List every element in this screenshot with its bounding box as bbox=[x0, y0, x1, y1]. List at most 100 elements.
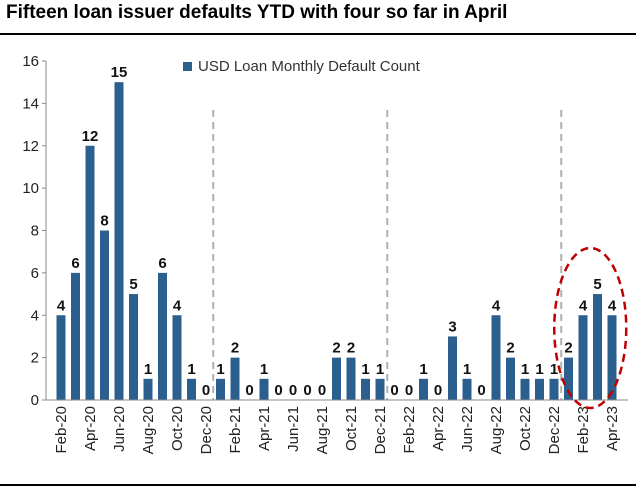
x-tick-label: Feb-21 bbox=[227, 406, 244, 454]
x-tick-label: Jun-21 bbox=[285, 406, 302, 452]
bar bbox=[549, 378, 559, 400]
data-label: 5 bbox=[129, 276, 137, 293]
data-label: 1 bbox=[376, 361, 384, 378]
bar bbox=[375, 378, 385, 400]
x-tick-label: Dec-21 bbox=[372, 406, 389, 454]
data-label: 4 bbox=[173, 297, 182, 314]
y-tick-label: 2 bbox=[31, 350, 39, 367]
x-tick-label: Apr-23 bbox=[604, 406, 621, 451]
bar bbox=[56, 315, 66, 400]
bar bbox=[172, 315, 182, 400]
bar bbox=[230, 357, 240, 400]
y-tick-label: 0 bbox=[31, 392, 39, 409]
bar bbox=[158, 272, 167, 400]
bar bbox=[85, 145, 95, 400]
data-label: 2 bbox=[231, 340, 239, 357]
bar bbox=[114, 82, 124, 400]
highlight-ellipse bbox=[553, 246, 628, 410]
bar bbox=[259, 378, 269, 400]
legend-swatch bbox=[183, 62, 192, 71]
y-axis: 0 2 4 6 8 10 12 14 16 bbox=[22, 53, 47, 409]
data-label: 3 bbox=[448, 318, 456, 335]
data-label: 4 bbox=[57, 297, 66, 314]
bar bbox=[332, 357, 341, 400]
y-tick-label: 14 bbox=[22, 95, 39, 112]
data-label: 0 bbox=[245, 382, 253, 399]
data-label: 5 bbox=[593, 276, 601, 293]
bar bbox=[578, 315, 588, 400]
bar bbox=[448, 336, 457, 400]
legend: USD Loan Monthly Default Count bbox=[183, 58, 421, 75]
x-tick-label: Apr-22 bbox=[430, 406, 447, 451]
top-rule bbox=[0, 33, 636, 35]
data-label: 1 bbox=[463, 361, 471, 378]
data-label: 12 bbox=[82, 128, 99, 145]
x-tick-label: Feb-20 bbox=[53, 406, 70, 454]
bar bbox=[71, 272, 80, 400]
x-tick-label: Feb-22 bbox=[401, 406, 418, 454]
data-label: 4 bbox=[579, 297, 588, 314]
data-label: 6 bbox=[158, 255, 166, 272]
bar bbox=[520, 378, 530, 400]
data-label: 2 bbox=[506, 340, 514, 357]
bar bbox=[216, 378, 225, 400]
data-label: 1 bbox=[419, 361, 427, 378]
data-label: 1 bbox=[521, 361, 529, 378]
data-label: 8 bbox=[100, 213, 108, 230]
data-label: 2 bbox=[347, 340, 355, 357]
bar bbox=[593, 294, 602, 400]
bar bbox=[100, 230, 109, 400]
x-tick-label: Apr-21 bbox=[256, 406, 273, 451]
bar bbox=[143, 378, 153, 400]
x-tick-label: Oct-22 bbox=[517, 406, 534, 451]
data-label: 1 bbox=[187, 361, 195, 378]
x-tick-label: Jun-22 bbox=[459, 406, 476, 452]
y-tick-label: 12 bbox=[22, 138, 39, 155]
data-label: 0 bbox=[390, 382, 398, 399]
x-tick-label: Aug-22 bbox=[488, 406, 505, 454]
data-label: 0 bbox=[202, 382, 210, 399]
data-label: 0 bbox=[434, 382, 442, 399]
data-label: 0 bbox=[274, 382, 282, 399]
data-label: 1 bbox=[216, 361, 224, 378]
bars bbox=[56, 82, 617, 400]
x-tick-label: Oct-21 bbox=[343, 406, 360, 451]
year-dividers bbox=[212, 110, 563, 400]
x-tick-label: Aug-20 bbox=[140, 406, 157, 454]
bar bbox=[346, 357, 356, 400]
x-tick-label: Dec-22 bbox=[546, 406, 563, 454]
data-label: 1 bbox=[550, 361, 558, 378]
data-label: 0 bbox=[405, 382, 413, 399]
x-tick-label: Aug-21 bbox=[314, 406, 331, 454]
x-tick-label: Feb-23 bbox=[575, 406, 592, 454]
y-tick-label: 6 bbox=[31, 265, 39, 282]
data-label: 4 bbox=[492, 297, 501, 314]
x-tick-label: Oct-20 bbox=[169, 406, 186, 451]
y-tick-label: 8 bbox=[31, 223, 39, 240]
data-label: 0 bbox=[289, 382, 297, 399]
bar bbox=[491, 315, 501, 400]
data-label: 4 bbox=[608, 297, 617, 314]
bar bbox=[419, 378, 428, 400]
bar bbox=[607, 315, 617, 400]
bar bbox=[187, 378, 196, 400]
x-tick-label: Jun-20 bbox=[111, 406, 128, 452]
bar bbox=[535, 378, 544, 400]
x-axis: Feb-20 Apr-20 Jun-20 Aug-20 Oct-20 Dec-20 Feb-… bbox=[46, 399, 628, 454]
data-label: 1 bbox=[535, 361, 543, 378]
bar bbox=[129, 294, 138, 400]
bar bbox=[564, 357, 573, 400]
data-label: 0 bbox=[303, 382, 311, 399]
data-label: 2 bbox=[332, 340, 340, 357]
data-label: 0 bbox=[318, 382, 326, 399]
data-label: 0 bbox=[477, 382, 485, 399]
chart-title: Fifteen loan issuer defaults YTD with fo… bbox=[6, 2, 508, 23]
data-label: 1 bbox=[361, 361, 369, 378]
x-tick-label: Dec-20 bbox=[198, 406, 215, 454]
bar bbox=[462, 378, 472, 400]
y-tick-label: 16 bbox=[22, 53, 39, 70]
bar bbox=[361, 378, 370, 400]
legend-label: USD Loan Monthly Default Count bbox=[198, 58, 421, 75]
